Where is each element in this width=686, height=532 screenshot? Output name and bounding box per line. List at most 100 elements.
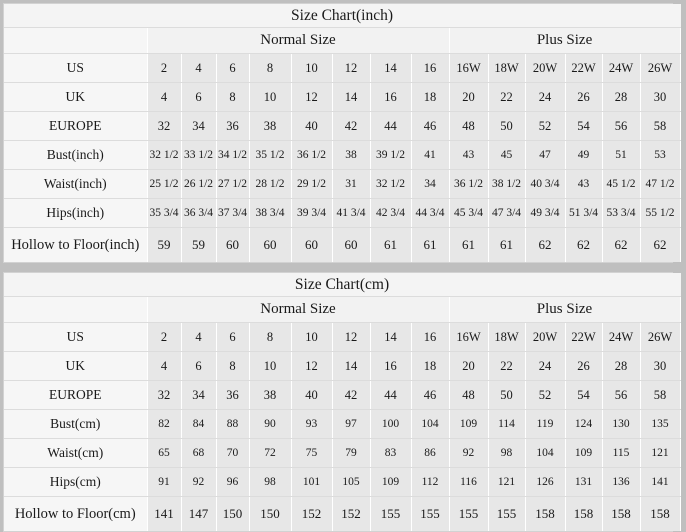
measurement-cell: 53 3/4 <box>602 198 641 228</box>
size-chart-table: Size Chart(inch) Normal Size Plus Size US 2 4… <box>4 4 681 262</box>
measurement-cell: 39 1/2 <box>370 140 412 170</box>
table-row: Hips(inch) 35 3/4 36 3/4 37 3/4 38 3/4 39 3/4… <box>4 198 681 228</box>
row-label: US <box>4 322 148 352</box>
measurement-cell: 50 <box>488 380 526 410</box>
measurement-cell: 36 1/2 <box>291 140 333 170</box>
measurement-cell: 26W <box>640 53 681 83</box>
measurement-cell: 126 <box>525 467 566 497</box>
measurement-cell: 6 <box>181 351 217 381</box>
measurement-cell: 29 1/2 <box>291 169 333 199</box>
measurement-cell: 48 <box>449 111 489 141</box>
measurement-cell: 41 3/4 <box>332 198 371 228</box>
measurement-cell: 8 <box>249 322 292 352</box>
measurement-cell: 152 <box>291 496 333 531</box>
row-label: Waist(cm) <box>4 438 148 468</box>
measurement-cell: 47 3/4 <box>488 198 526 228</box>
table-row: UK 4 6 8 10 12 14 16 18 20 22 24 26 28 30 <box>4 82 681 112</box>
measurement-cell: 42 3/4 <box>370 198 412 228</box>
table-row: UK 4 6 8 10 12 14 16 18 20 22 24 26 28 30 <box>4 351 681 381</box>
measurement-cell: 14 <box>370 53 412 83</box>
measurement-cell: 12 <box>332 53 371 83</box>
measurement-cell: 30 <box>640 351 681 381</box>
table-row: Hips(cm) 91 92 96 98 101 105 109 112 116 121 126 131… <box>4 467 681 497</box>
measurement-cell: 56 <box>602 111 641 141</box>
row-label: UK <box>4 82 148 112</box>
measurement-cell: 38 3/4 <box>249 198 292 228</box>
measurement-cell: 37 3/4 <box>216 198 250 228</box>
measurement-cell: 20 <box>449 82 489 112</box>
measurement-cell: 55 1/2 <box>640 198 681 228</box>
measurement-cell: 18 <box>411 82 450 112</box>
measurement-cell: 36 <box>216 111 250 141</box>
measurement-cell: 36 1/2 <box>449 169 489 199</box>
table-row: US 2 4 6 8 10 12 14 16 16W 18W 20W 22W 24W 26W <box>4 53 681 83</box>
measurement-cell: 27 1/2 <box>216 169 250 199</box>
row-label: UK <box>4 351 148 381</box>
measurement-cell: 79 <box>332 438 371 468</box>
measurement-cell: 49 3/4 <box>525 198 566 228</box>
measurement-cell: 24W <box>602 53 641 83</box>
measurement-cell: 82 <box>147 409 182 439</box>
row-label: Hollow to Floor(cm) <box>4 496 148 531</box>
measurement-cell: 147 <box>181 496 217 531</box>
measurement-cell: 43 <box>565 169 603 199</box>
measurement-cell: 88 <box>216 409 250 439</box>
row-label: Bust(cm) <box>4 409 148 439</box>
measurement-cell: 60 <box>291 227 333 262</box>
measurement-cell: 25 1/2 <box>147 169 182 199</box>
measurement-cell: 131 <box>565 467 603 497</box>
table-row: EUROPE 32 34 36 38 40 42 44 46 48 50 52 54 56 58 <box>4 380 681 410</box>
measurement-cell: 53 <box>640 140 681 170</box>
group-header-normal-size: Normal Size <box>147 296 450 323</box>
measurement-cell: 24W <box>602 322 641 352</box>
measurement-cell: 32 1/2 <box>147 140 182 170</box>
table-row: Hollow to Floor(inch) 59 59 60 60 60 60 61 61 61 6… <box>4 227 681 262</box>
measurement-cell: 114 <box>488 409 526 439</box>
table-row: Bust(inch) 32 1/2 33 1/2 34 1/2 35 1/2 36 1/2… <box>4 140 681 170</box>
measurement-cell: 61 <box>411 227 450 262</box>
measurement-cell: 2 <box>147 53 182 83</box>
measurement-cell: 28 <box>602 82 641 112</box>
measurement-cell: 6 <box>181 82 217 112</box>
measurement-cell: 65 <box>147 438 182 468</box>
measurement-cell: 60 <box>216 227 250 262</box>
measurement-cell: 68 <box>181 438 217 468</box>
measurement-cell: 60 <box>249 227 292 262</box>
size-chart-cm-panel: Size Chart(cm) Normal Size Plus Size US 2 4 6 8… <box>3 272 681 532</box>
group-header-blank <box>4 296 148 323</box>
measurement-cell: 32 <box>147 111 182 141</box>
measurement-cell: 155 <box>411 496 450 531</box>
measurement-cell: 124 <box>565 409 603 439</box>
measurement-cell: 135 <box>640 409 681 439</box>
measurement-cell: 112 <box>411 467 450 497</box>
table-row: Hollow to Floor(cm) 141 147 150 150 152 152 155… <box>4 496 681 531</box>
measurement-cell: 45 <box>488 140 526 170</box>
measurement-cell: 22W <box>565 322 603 352</box>
size-chart-table: Size Chart(cm) Normal Size Plus Size US 2 4 6 8… <box>4 273 681 531</box>
group-header-normal-size: Normal Size <box>147 27 450 54</box>
measurement-cell: 12 <box>291 82 333 112</box>
measurement-cell: 136 <box>602 467 641 497</box>
measurement-cell: 155 <box>370 496 412 531</box>
measurement-cell: 84 <box>181 409 217 439</box>
measurement-cell: 20W <box>525 322 566 352</box>
measurement-cell: 16W <box>449 322 489 352</box>
measurement-cell: 54 <box>565 111 603 141</box>
measurement-cell: 38 <box>249 111 292 141</box>
measurement-cell: 22 <box>488 82 526 112</box>
measurement-cell: 4 <box>181 53 217 83</box>
measurement-cell: 35 1/2 <box>249 140 292 170</box>
measurement-cell: 42 <box>332 380 371 410</box>
measurement-cell: 32 <box>147 380 182 410</box>
measurement-cell: 54 <box>565 380 603 410</box>
measurement-cell: 60 <box>332 227 371 262</box>
measurement-cell: 109 <box>565 438 603 468</box>
measurement-cell: 56 <box>602 380 641 410</box>
measurement-cell: 46 <box>411 380 450 410</box>
measurement-cell: 105 <box>332 467 371 497</box>
measurement-cell: 150 <box>216 496 250 531</box>
measurement-cell: 28 <box>602 351 641 381</box>
group-header-row: Normal Size Plus Size <box>4 27 681 54</box>
measurement-cell: 130 <box>602 409 641 439</box>
measurement-cell: 33 1/2 <box>181 140 217 170</box>
